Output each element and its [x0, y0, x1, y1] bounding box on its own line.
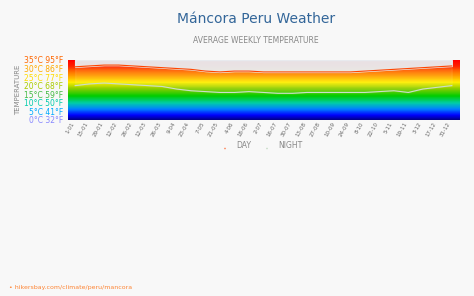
- Text: • hikersbay.com/climate/peru/mancora: • hikersbay.com/climate/peru/mancora: [9, 285, 133, 290]
- Legend: DAY, NIGHT: DAY, NIGHT: [221, 138, 306, 153]
- Text: AVERAGE WEEKLY TEMPERATURE: AVERAGE WEEKLY TEMPERATURE: [193, 36, 319, 44]
- Y-axis label: TEMPERATURE: TEMPERATURE: [15, 65, 21, 115]
- Text: Máncora Peru Weather: Máncora Peru Weather: [177, 12, 335, 26]
